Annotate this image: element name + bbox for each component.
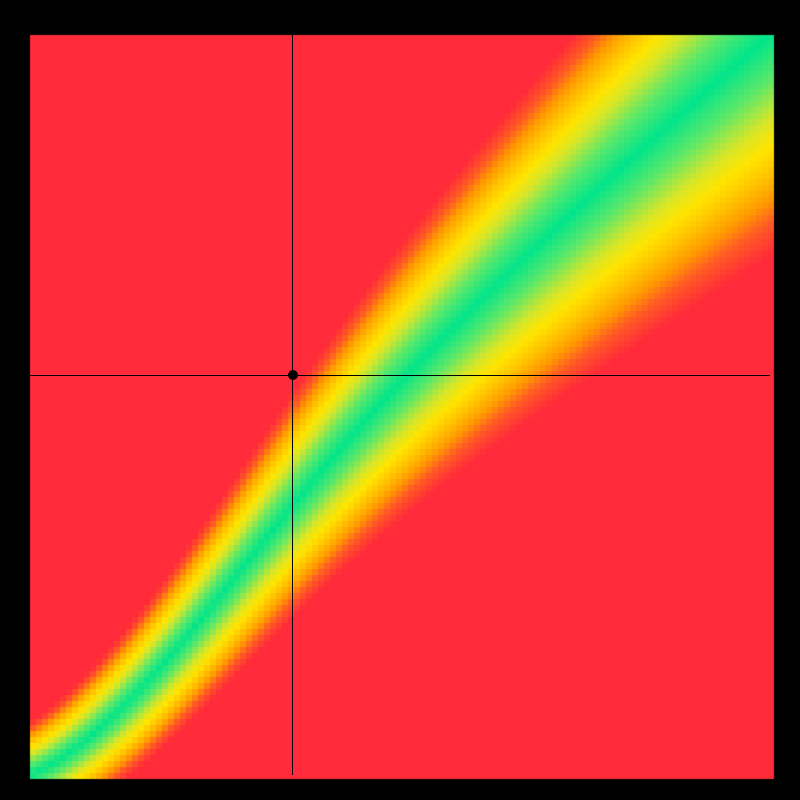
crosshair-marker bbox=[288, 370, 298, 380]
crosshair-horizontal bbox=[30, 375, 770, 376]
crosshair-vertical bbox=[292, 35, 293, 775]
heatmap-canvas bbox=[0, 0, 800, 800]
chart-container: TheBottleneck.com bbox=[0, 0, 800, 800]
